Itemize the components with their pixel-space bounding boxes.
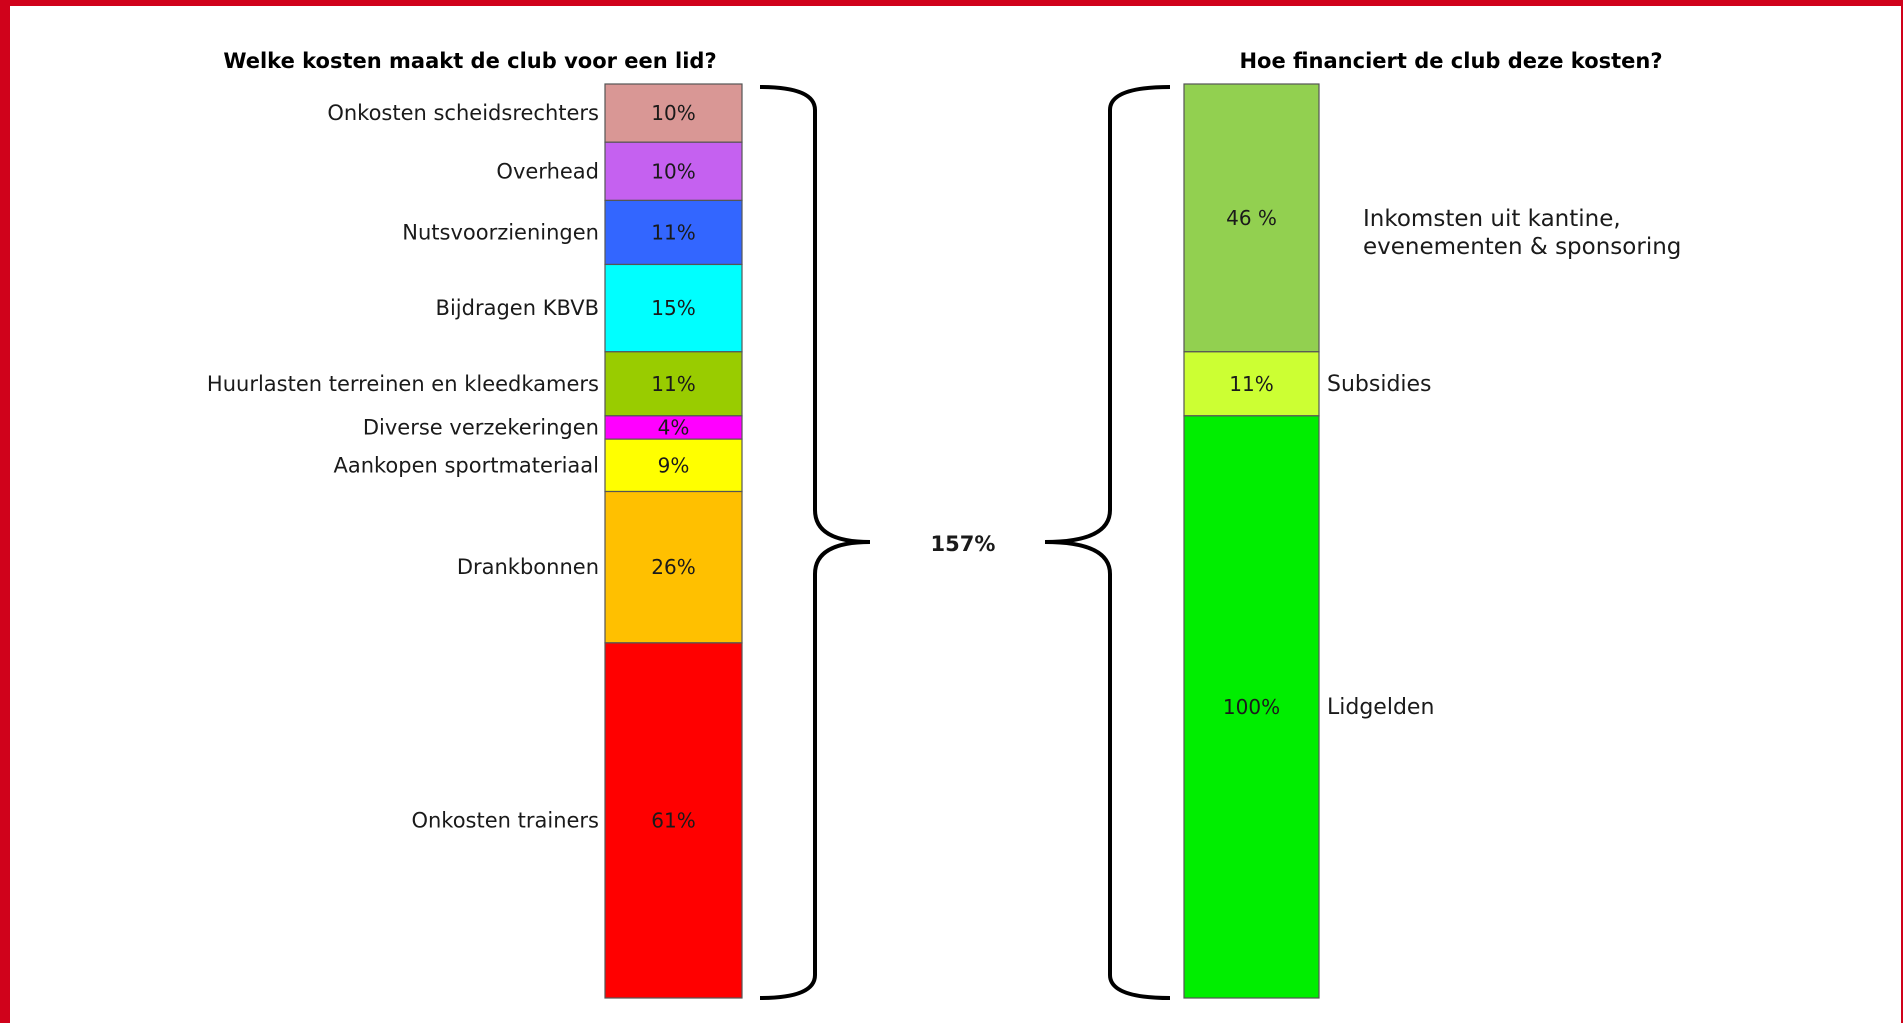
data-label: 15% (651, 296, 695, 320)
data-label: 10% (651, 101, 695, 125)
bar-segment (604, 490, 743, 644)
category-label: Nutsvoorzieningen (402, 220, 599, 244)
category-label: Subsidies (1327, 372, 1432, 397)
category-label: Huurlasten terreinen en kleedkamers (207, 372, 599, 396)
left-chart-title: Welke kosten maakt de club voor een lid? (223, 49, 716, 73)
data-label: 11% (1229, 372, 1273, 396)
left-brace (759, 85, 871, 1000)
right-stack: 46 % 11% Subsidies 100% Lidgelden (1183, 83, 1434, 999)
bar-segment (1183, 415, 1320, 999)
bar-segment (1183, 351, 1320, 417)
category-label: Aankopen sportmateriaal (333, 453, 599, 477)
data-label: 10% (651, 159, 695, 183)
category-label: Onkosten trainers (411, 808, 599, 832)
data-label: 4% (658, 415, 690, 439)
category-label: Lidgelden (1327, 695, 1434, 720)
bar-segment (604, 642, 743, 999)
bar-segment (604, 141, 743, 202)
left-stack: 10% Onkosten scheidsrechters 10% Overhead 11… (207, 83, 743, 999)
data-label: 9% (658, 453, 690, 477)
category-label: Bijdragen KBVB (436, 296, 599, 320)
data-label: 11% (651, 220, 695, 244)
income-note-line-1: Inkomsten uit kantine, (1363, 206, 1621, 232)
data-label: 100% (1223, 695, 1280, 719)
right-chart-title: Hoe financiert de club deze kosten? (1239, 49, 1662, 73)
category-label: Overhead (496, 159, 599, 183)
data-label: 46 % (1226, 206, 1277, 230)
data-label: 11% (651, 372, 695, 396)
bar-segment (604, 263, 743, 353)
total-label: 157% (931, 532, 996, 556)
bar-segment (604, 438, 743, 493)
category-label: Diverse verzekeringen (363, 415, 599, 439)
right-brace (1044, 85, 1171, 1000)
category-label: Onkosten scheidsrechters (327, 101, 599, 125)
data-label: 26% (651, 555, 695, 579)
data-label: 61% (651, 808, 695, 832)
income-note-line-2: evenementen & sponsoring (1363, 234, 1681, 260)
category-label: Drankbonnen (457, 555, 599, 579)
bar-segment (604, 351, 743, 417)
bar-segment (1183, 83, 1320, 353)
